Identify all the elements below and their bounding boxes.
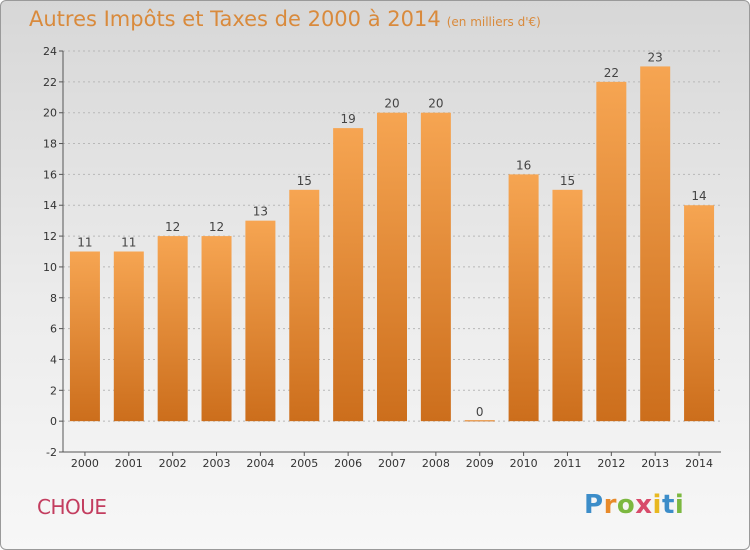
bar-2013 bbox=[640, 66, 671, 422]
x-tick-label-2002: 2002 bbox=[159, 457, 187, 470]
bar-2014 bbox=[684, 205, 715, 422]
x-tick-label-2000: 2000 bbox=[71, 457, 99, 470]
value-label-2008: 20 bbox=[428, 97, 443, 111]
x-tick-label-2013: 2013 bbox=[641, 457, 669, 470]
x-tick-label-2009: 2009 bbox=[466, 457, 494, 470]
value-label-2003: 12 bbox=[209, 220, 224, 234]
logo-letter: o bbox=[616, 490, 636, 520]
y-tick-label: 2 bbox=[50, 384, 57, 397]
y-tick-label: 12 bbox=[43, 230, 57, 243]
value-label-2004: 13 bbox=[253, 205, 268, 219]
value-label-2002: 12 bbox=[165, 220, 180, 234]
value-label-2006: 19 bbox=[340, 112, 355, 126]
y-tick-label: 16 bbox=[43, 168, 57, 181]
x-tick-label-2005: 2005 bbox=[290, 457, 318, 470]
bar-2000 bbox=[69, 251, 100, 422]
logo-letter: i bbox=[674, 490, 685, 520]
bar-2005 bbox=[289, 189, 320, 422]
y-tick-label: 4 bbox=[50, 353, 57, 366]
x-tick-label-2011: 2011 bbox=[553, 457, 581, 470]
value-label-2000: 11 bbox=[77, 236, 92, 250]
x-tick-label-2004: 2004 bbox=[246, 457, 274, 470]
bar-2008 bbox=[420, 112, 451, 422]
bar-2003 bbox=[201, 236, 232, 422]
logo-letter: x bbox=[635, 490, 653, 520]
bar-2004 bbox=[245, 220, 276, 422]
y-tick-label: 24 bbox=[43, 45, 57, 58]
value-label-2001: 11 bbox=[121, 236, 136, 250]
bar-2009 bbox=[464, 420, 495, 422]
y-tick-label: 18 bbox=[43, 138, 57, 151]
y-tick-label: 14 bbox=[43, 199, 57, 212]
commune-name: CHOUE bbox=[37, 495, 107, 519]
value-label-2007: 20 bbox=[384, 97, 399, 111]
logo-letter: r bbox=[603, 490, 617, 520]
bar-2011 bbox=[552, 189, 583, 422]
chart-unit: (en milliers d'€) bbox=[446, 15, 541, 29]
logo-letter: t bbox=[661, 490, 675, 520]
x-axis: 2000 2001 2002 2003 2004 2005 2006 2007 2008 2009… bbox=[63, 451, 721, 470]
x-tick-label-2001: 2001 bbox=[115, 457, 143, 470]
x-tick-label-2008: 2008 bbox=[422, 457, 450, 470]
y-tick-label: 6 bbox=[50, 323, 57, 336]
x-tick-label-2006: 2006 bbox=[334, 457, 362, 470]
logo-letter: i bbox=[652, 490, 662, 520]
value-label-2010: 16 bbox=[516, 158, 531, 172]
value-label-2011: 15 bbox=[560, 174, 575, 188]
bar-2012 bbox=[596, 81, 627, 422]
value-label-2009: 0 bbox=[476, 405, 484, 419]
value-label-2013: 23 bbox=[648, 50, 663, 64]
bar-2002 bbox=[157, 236, 188, 422]
bars bbox=[69, 66, 715, 422]
y-tick-label: 8 bbox=[50, 292, 57, 305]
x-tick-label-2010: 2010 bbox=[510, 457, 538, 470]
x-tick-label-2007: 2007 bbox=[378, 457, 406, 470]
x-tick-label-2003: 2003 bbox=[203, 457, 231, 470]
value-label-2012: 22 bbox=[604, 66, 619, 80]
y-tick-label: 0 bbox=[50, 415, 57, 428]
y-tick-label: 10 bbox=[43, 261, 57, 274]
bar-2010 bbox=[508, 174, 539, 422]
bar-2001 bbox=[113, 251, 144, 422]
bar-2007 bbox=[377, 112, 407, 422]
y-tick-label: 22 bbox=[43, 76, 57, 89]
value-labels: 11 11 12 12 13 15 19 20 20 0 16 15 22 23 14 bbox=[77, 50, 706, 419]
value-label-2005: 15 bbox=[297, 174, 312, 188]
x-tick-label-2012: 2012 bbox=[597, 457, 625, 470]
proxiti-logo: Proxiti bbox=[584, 490, 684, 520]
y-tick-label: 20 bbox=[43, 107, 57, 120]
x-tick-label-2014: 2014 bbox=[685, 457, 713, 470]
bar-2006 bbox=[333, 128, 364, 422]
chart-title: Autres Impôts et Taxes de 2000 à 2014 (en… bbox=[29, 7, 541, 31]
y-tick-label: -2 bbox=[46, 446, 57, 459]
value-label-2014: 14 bbox=[691, 189, 706, 203]
logo-letter: P bbox=[584, 490, 604, 520]
chart-title-text: Autres Impôts et Taxes de 2000 à 2014 bbox=[29, 7, 441, 31]
